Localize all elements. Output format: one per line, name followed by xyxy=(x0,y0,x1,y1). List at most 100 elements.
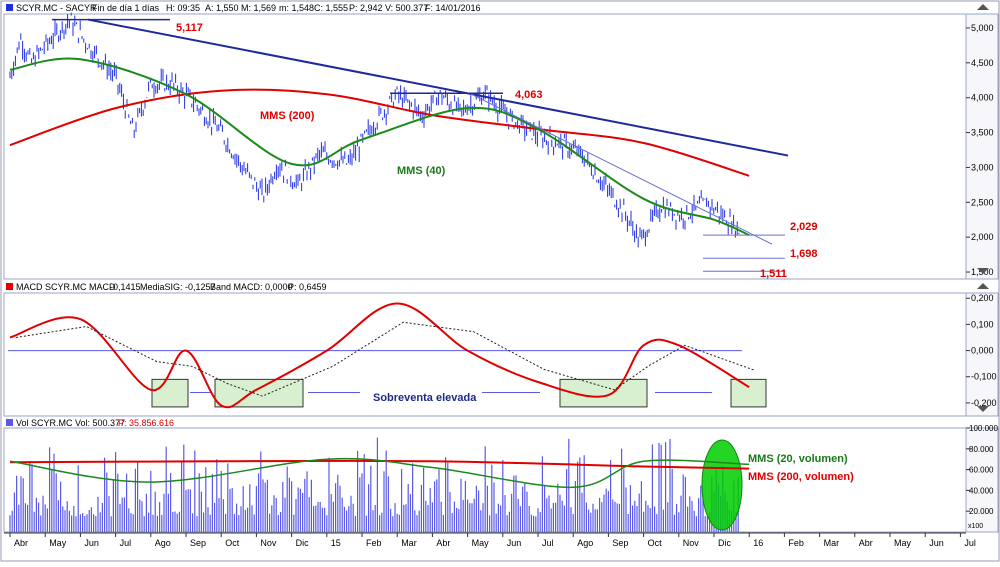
x-tick-label: May xyxy=(894,538,912,548)
annotation-vol-mms20: MMS (20, volumen) xyxy=(748,453,848,465)
volume-bar-strokes xyxy=(9,437,739,532)
x-tick-label: Sep xyxy=(612,538,628,548)
volume-y-tick-label: 60.000 xyxy=(969,466,994,475)
x-tick-label: Dic xyxy=(718,538,731,548)
oversold-box xyxy=(730,378,767,408)
macd-y-tick-label: 0,200 xyxy=(971,293,994,303)
macd-plot-area xyxy=(3,292,967,417)
x-tick-label: Mar xyxy=(824,538,840,548)
price-plot-area xyxy=(3,13,967,280)
price-y-tick-label: 4,000 xyxy=(971,93,994,103)
price-y-tick-label: 3,500 xyxy=(971,128,994,138)
price-y-tick-label: 2,000 xyxy=(971,232,994,242)
mms40-line xyxy=(9,57,750,237)
x-tick-label: Nov xyxy=(683,538,700,548)
macd-color-swatch xyxy=(6,283,13,290)
annotation-high-peak: 5,117 xyxy=(176,22,203,34)
price-y-tick-label: 5,000 xyxy=(971,23,994,33)
price-header-change: P: 2,942 xyxy=(349,3,383,13)
secondary-trend-line xyxy=(469,93,773,245)
macd-scroll-down-icon[interactable] xyxy=(977,406,989,412)
volume-averages xyxy=(9,457,750,489)
macd-y-axis: 0,200 0,100 0,000 -0,100 -0,200 xyxy=(966,293,997,408)
x-tick-label: Jul xyxy=(120,538,132,548)
annotation-vol-mms200: MMS (200, volumen) xyxy=(748,471,854,483)
x-tick-label: Jun xyxy=(507,538,522,548)
macd-header-signal: MediaSIG: -0,1257 xyxy=(140,282,216,292)
volume-header-p: P: 35.856.616 xyxy=(118,418,174,428)
macd-series xyxy=(8,302,756,409)
x-tick-label: Ago xyxy=(577,538,593,548)
price-color-swatch xyxy=(6,4,13,11)
price-header-date: F: 14/01/2016 xyxy=(425,3,481,13)
price-scroll-down-icon[interactable] xyxy=(977,268,989,274)
price-header-low: m: 1,548 xyxy=(279,3,314,13)
volume-unit: x100 xyxy=(968,523,983,530)
x-tick-label: Feb xyxy=(366,538,382,548)
volume-y-tick-label: 100.000 xyxy=(969,424,998,433)
x-tick-label: Mar xyxy=(401,538,417,548)
x-tick-label: 15 xyxy=(331,538,341,548)
volume-panel[interactable]: Vol SCYR.MC Vol: 500.377 P: 35.856.616 1… xyxy=(3,418,999,533)
x-tick-label: Oct xyxy=(648,538,663,548)
macd-y-tick-label: 0,000 xyxy=(971,346,994,356)
x-tick-label: Jun xyxy=(84,538,99,548)
annotation-oversold: Sobreventa elevada xyxy=(373,392,477,404)
price-header-hour: H: 09:35 xyxy=(166,3,200,13)
x-tick-label: Abr xyxy=(859,538,873,548)
volume-y-axis: 100.000 80.000 60.000 40.000 20.000 xyxy=(966,424,998,516)
annotation-resistance-1: 2,029 xyxy=(790,221,818,233)
price-bars xyxy=(9,12,740,248)
price-header-close: C: 1,555 xyxy=(314,3,348,13)
macd-header-value: -0,1415 xyxy=(110,282,141,292)
x-tick-label: Sep xyxy=(190,538,206,548)
volume-y-tick-label: 40.000 xyxy=(969,486,994,495)
annotation-mms200: MMS (200) xyxy=(260,110,315,122)
macd-y-tick-label: -0,100 xyxy=(971,372,997,382)
x-tick-label: Jun xyxy=(929,538,944,548)
volume-color-swatch xyxy=(6,419,13,426)
x-tick-label: Jul xyxy=(964,538,976,548)
macd-axis-area xyxy=(965,292,999,417)
macd-header-band: Band MACD: 0,0000 xyxy=(210,282,293,292)
x-tick-label: Jul xyxy=(542,538,554,548)
annotation-mms40: MMS (40) xyxy=(397,165,446,177)
oversold-box xyxy=(214,378,304,408)
x-tick-label: Abr xyxy=(14,538,28,548)
x-tick-label: 16 xyxy=(753,538,763,548)
macd-panel[interactable]: MACD SCYR.MC MACD -0,1415 MediaSIG: -0,1… xyxy=(3,282,999,417)
volume-axis-area xyxy=(965,427,999,533)
mms200-line xyxy=(9,88,750,177)
x-tick-label: Ago xyxy=(155,538,171,548)
price-header-period: Fin de día 1 días xyxy=(92,3,160,13)
volume-highlight-ellipse xyxy=(701,439,743,531)
price-header-volume: V: 500.377 xyxy=(385,3,428,13)
x-axis: Abr May Jun Jul Ago Sep Oct Nov Dic 15 Feb Mar Abr Ma… xyxy=(4,532,976,548)
volume-header-title: Vol SCYR.MC Vol: 500.377 xyxy=(16,418,125,428)
macd-signal-line xyxy=(15,321,756,397)
x-tick-label: Oct xyxy=(225,538,240,548)
price-scroll-up-icon[interactable] xyxy=(977,4,989,10)
x-tick-label: May xyxy=(472,538,490,548)
price-series xyxy=(9,12,789,272)
price-y-tick-label: 3,000 xyxy=(971,162,994,172)
annotation-resistance-2: 1,698 xyxy=(790,248,818,260)
price-header-symbol: SCYR.MC - SACYR xyxy=(16,3,97,13)
macd-y-tick-label: 0,100 xyxy=(971,319,994,329)
oversold-box xyxy=(151,378,189,408)
price-header-high: M: 1,569 xyxy=(241,3,276,13)
x-tick-label: May xyxy=(49,538,67,548)
volume-y-tick-label: 20.000 xyxy=(969,507,994,516)
macd-scroll-up-icon[interactable] xyxy=(977,283,989,289)
x-tick-label: Feb xyxy=(788,538,804,548)
vol-mms20-line xyxy=(9,457,750,489)
annotation-low: 1,511 xyxy=(760,268,787,280)
x-tick-label: Dic xyxy=(296,538,309,548)
macd-header-p: P: 0,6459 xyxy=(288,282,327,292)
volume-y-tick-label: 80.000 xyxy=(969,445,994,454)
price-panel[interactable]: SCYR.MC - SACYR Fin de día 1 días H: 09:… xyxy=(3,3,999,280)
x-tick-label: Abr xyxy=(436,538,450,548)
price-y-tick-label: 2,500 xyxy=(971,197,994,207)
